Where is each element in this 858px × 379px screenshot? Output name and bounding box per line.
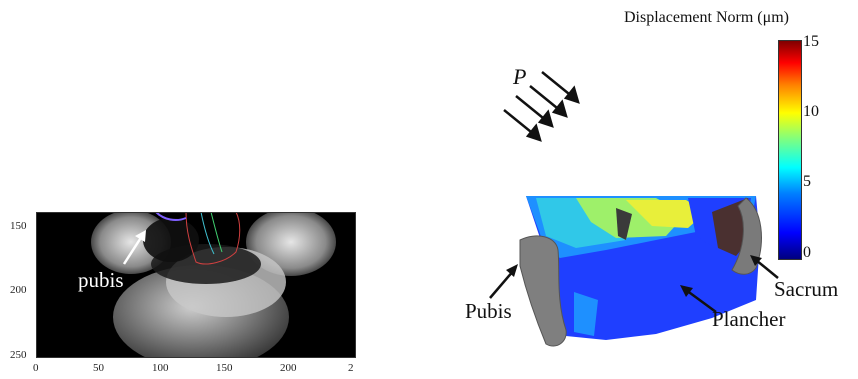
colorbar-tick-5: 5 [803, 173, 811, 190]
x-tick-200: 200 [280, 362, 297, 374]
pubis-shape [519, 235, 567, 347]
pressure-arrows [503, 71, 580, 142]
x-tick-2: 2 [348, 362, 354, 374]
model-surface [526, 196, 760, 340]
y-tick-200: 200 [10, 284, 27, 296]
label-pubis: Pubis [465, 299, 512, 323]
pubis-annotation-left: pubis [78, 268, 124, 292]
colorbar-tick-10: 10 [803, 103, 819, 120]
y-tick-250: 250 [10, 349, 27, 361]
y-tick-150: 150 [10, 220, 27, 232]
colorbar-tick-0: 0 [803, 244, 811, 261]
x-tick-0: 0 [33, 362, 39, 374]
x-tick-50: 50 [93, 362, 104, 374]
displacement-colorbar [778, 40, 802, 260]
sacrum-shape [731, 197, 762, 275]
label-sacrum: Sacrum [774, 277, 839, 301]
plancher-arrow [680, 285, 717, 314]
pubis-arrow-left [122, 230, 146, 265]
pelvic-floor-3d-model [503, 71, 762, 347]
x-tick-150: 150 [216, 362, 233, 374]
mri-slice-image [36, 212, 356, 358]
colorbar-title: Displacement Norm (μm) [624, 9, 789, 26]
x-tick-100: 100 [152, 362, 169, 374]
pressure-label: P [513, 64, 527, 89]
colorbar-tick-15: 15 [803, 33, 819, 50]
pubis-arrow [489, 264, 518, 299]
sacrum-arrow [750, 255, 779, 279]
label-plancher: Plancher [712, 307, 786, 331]
